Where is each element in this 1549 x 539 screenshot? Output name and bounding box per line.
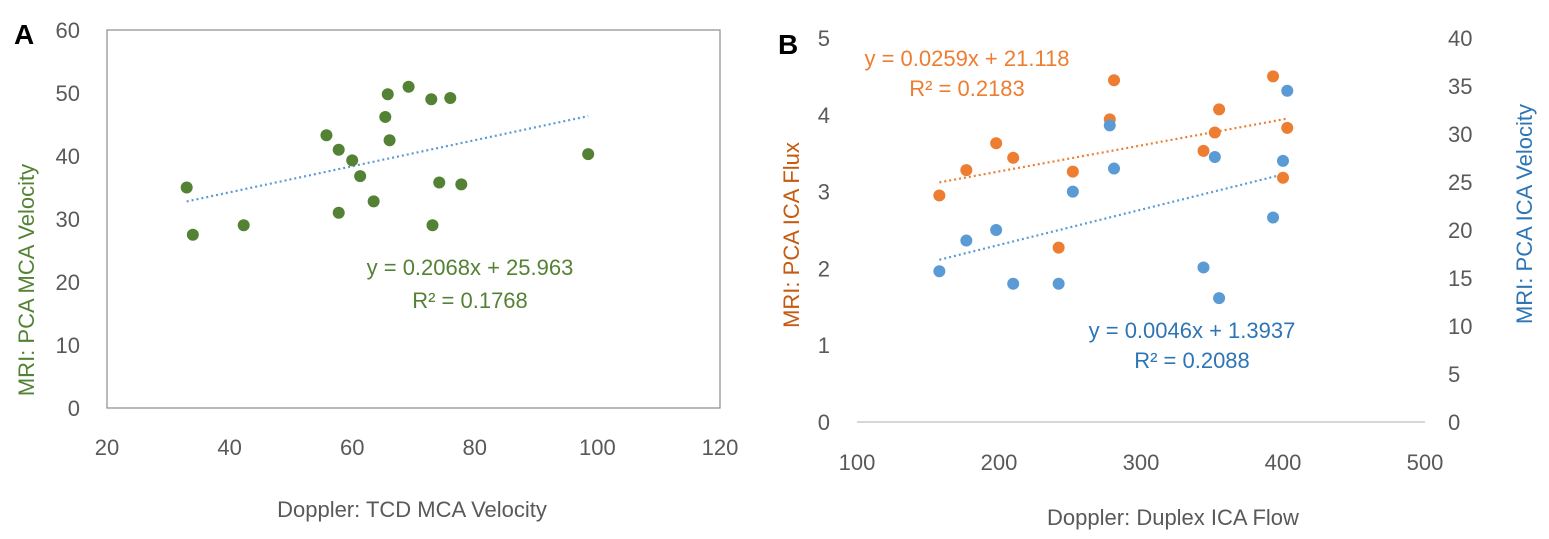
panel-b-left-y-tick-label: 2 (818, 256, 830, 281)
panel-a-y-tick-label: 40 (56, 144, 80, 169)
panel-b-right-y-tick-label: 20 (1448, 218, 1472, 243)
panel-b-flux-data-point (1281, 121, 1294, 134)
panel-a-data-point (354, 170, 367, 183)
panel-a-data-point (402, 80, 415, 93)
panel-a-data-point (237, 219, 250, 232)
panel-b-flux-data-point (1007, 151, 1020, 164)
panel-b-velocity-data-point (960, 234, 973, 247)
panel-a-data-point (455, 178, 468, 191)
panel-a-data-point (320, 129, 333, 142)
panel-a-x-tick-label: 80 (463, 435, 487, 460)
panel-a-data-point (379, 110, 392, 123)
panel-b-right-y-tick-label: 10 (1448, 314, 1472, 339)
panel-a-y-axis-label: MRI: PCA MCA Velocity (14, 164, 39, 396)
panel-b-right-y-tick-label: 35 (1448, 74, 1472, 99)
panel-b-flux-data-point (960, 164, 973, 177)
panel-b-right-y-tick-label: 15 (1448, 266, 1472, 291)
panel-b-left-y-tick-label: 5 (818, 26, 830, 51)
panel-a-data-point (444, 92, 457, 105)
panel-a-y-tick-label: 30 (56, 207, 80, 232)
panel-b-velocity-data-point (990, 224, 1003, 236)
panel-a-data-point (186, 228, 199, 241)
panel-a-data-point (332, 206, 345, 219)
panel-b-flux-trendline (939, 117, 1288, 184)
panel-b-left-y-tick-label: 0 (818, 410, 830, 435)
panel-b-x-tick-label: 300 (1123, 450, 1160, 475)
panel-b-left-y-tick-label: 3 (818, 180, 830, 205)
panel-b-flux-data-point (1267, 70, 1280, 83)
panel-b-left-y-tick-label: 1 (818, 333, 830, 358)
panel-a-data-point (346, 154, 359, 167)
panel-b-velocity-data-point (1267, 211, 1280, 224)
panel-a-data-point (433, 176, 446, 189)
panel-b-x-axis-label: Doppler: Duplex ICA Flow (1047, 505, 1299, 530)
panel-b-velocity-data-point (1277, 154, 1289, 167)
panel-b-velocity-data-point (1197, 261, 1210, 274)
panel-a-plot-area (106, 29, 721, 409)
panel-b-flux-data-point (1108, 74, 1121, 87)
panel-b-flux-data-point (1052, 241, 1065, 254)
panel-b-velocity-r-squared: R² = 0.2088 (1134, 348, 1250, 373)
panel-b-velocity-data-point (1052, 277, 1065, 290)
panel-b-velocity-data-point (933, 265, 946, 278)
panel-b-flux-data-point (1213, 103, 1226, 116)
panel-b-flux-r-squared: R² = 0.2183 (909, 76, 1025, 101)
panel-a-letter: A (14, 19, 34, 50)
panel-a-data-point (332, 143, 345, 156)
panel-b-velocity-data-point (1007, 277, 1020, 290)
panel-b-left-y-tick-label: 4 (818, 103, 830, 128)
panel-b-flux-data-point (1197, 144, 1210, 157)
panel-b-right-y-tick-label: 40 (1448, 26, 1472, 51)
panel-b-flux-data-point (1277, 171, 1289, 184)
panel-b-velocity-data-point (1213, 292, 1226, 305)
panel-a-x-tick-label: 120 (702, 435, 739, 460)
panel-a-y-tick-label: 50 (56, 81, 80, 106)
panel-b-velocity-trendline (939, 172, 1288, 261)
panel-a-data-point (381, 88, 394, 101)
panel-b-x-tick-label: 200 (981, 450, 1018, 475)
panel-b-velocity-data-point (1103, 119, 1116, 132)
panel-a-r-squared: R² = 0.1768 (412, 288, 528, 313)
panel-b-right-y-tick-label: 30 (1448, 122, 1472, 147)
panel-a-data-point (180, 181, 193, 194)
panel-a-y-tick-label: 10 (56, 333, 80, 358)
panel-b-velocity-data-point (1066, 185, 1079, 198)
panel-a-y-tick-label: 20 (56, 270, 80, 295)
panel-a-x-tick-label: 20 (95, 435, 119, 460)
panel-a-x-tick-label: 60 (340, 435, 364, 460)
panel-b-x-tick-label: 400 (1265, 450, 1302, 475)
panel-b-right-y-tick-label: 0 (1448, 410, 1460, 435)
panel-a-data-point (425, 93, 438, 106)
panel-a-x-tick-label: 100 (579, 435, 616, 460)
panel-b-flux-data-point (933, 189, 946, 202)
panel-b-flux-equation: y = 0.0259x + 21.118 (864, 46, 1069, 71)
panel-b-velocity-data-point (1281, 84, 1294, 97)
panel-b-x-tick-label: 100 (839, 450, 876, 475)
panel-b-right-y-tick-label: 5 (1448, 362, 1460, 387)
panel-b-flux-data-point (1208, 126, 1221, 139)
panel-a-data-point (426, 219, 439, 232)
panel-a-x-tick-label: 40 (217, 435, 241, 460)
panel-b-left-y-axis-label: MRI: PCA ICA Flux (779, 142, 804, 328)
panel-b-flux-data-point (1066, 165, 1079, 178)
panel-a-trendline (186, 115, 589, 203)
panel-b-velocity-data-point (1208, 151, 1221, 164)
panel-a-y-tick-label: 60 (56, 18, 80, 43)
panel-b-letter: B (778, 29, 798, 60)
panel-a-x-axis-label: Doppler: TCD MCA Velocity (277, 497, 547, 522)
panel-a-data-point (582, 148, 595, 161)
panel-b-flux-data-point (990, 137, 1003, 150)
panel-a-equation: y = 0.2068x + 25.963 (367, 255, 574, 280)
panel-b-velocity-equation: y = 0.0046x + 1.3937 (1089, 318, 1296, 343)
panel-a: A 0 10 20 30 40 50 60 20 40 60 80 100 120 y = 0.206… (14, 18, 738, 522)
panel-b-right-y-axis-label: MRI: PCA ICA Velocity (1512, 104, 1537, 324)
panel-a-data-point (367, 195, 380, 208)
panel-a-y-tick-label: 0 (68, 396, 80, 421)
panel-a-data-point (383, 134, 396, 147)
panel-b: B 0 1 2 3 4 5 0 5 10 15 20 25 30 35 40 100 200 300 400 50… (778, 26, 1537, 530)
panel-b-velocity-data-point (1108, 162, 1121, 175)
panel-b-x-tick-label: 500 (1407, 450, 1444, 475)
panel-b-right-y-tick-label: 25 (1448, 170, 1472, 195)
